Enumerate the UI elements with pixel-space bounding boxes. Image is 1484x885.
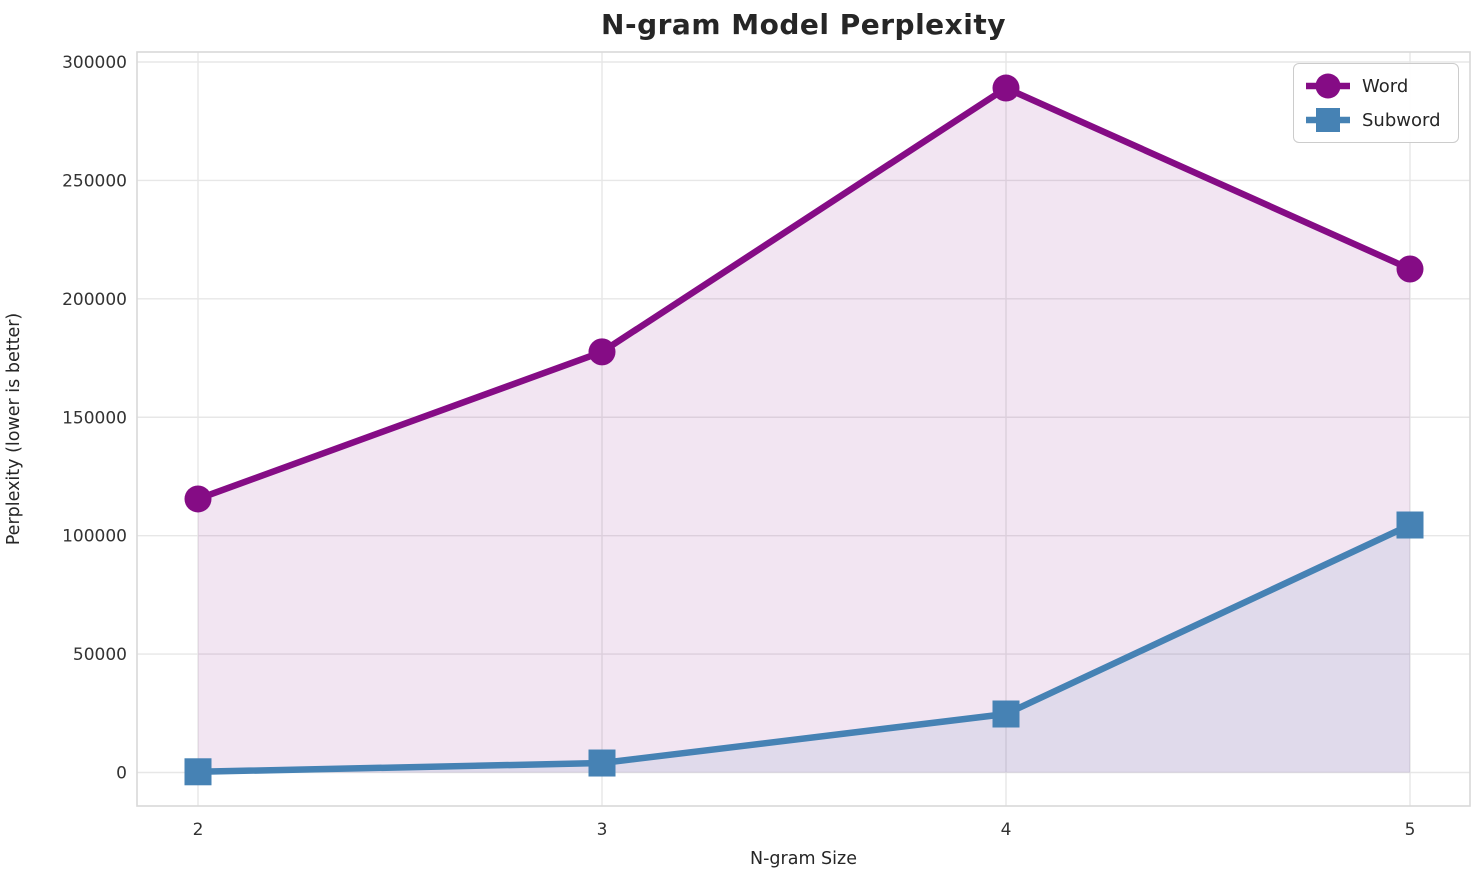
x-axis-label: N-gram Size	[750, 849, 857, 869]
word-marker	[588, 338, 616, 366]
legend-label-subword: Subword	[1362, 109, 1441, 131]
subword-marker	[992, 700, 1020, 728]
x-tick-label: 2	[193, 820, 204, 840]
subword-area-fill	[198, 525, 1410, 773]
chart-title: N-gram Model Perplexity	[601, 8, 1006, 41]
y-tick-label: 300000	[62, 53, 127, 73]
word-line	[196, 84, 1412, 503]
word-marker	[184, 485, 212, 513]
y-tick-label: 250000	[62, 171, 127, 191]
y-tick-label: 50000	[73, 645, 127, 665]
subword-marker	[184, 758, 212, 786]
x-tick-label: 5	[1405, 820, 1416, 840]
subword-line-marker-icon	[1306, 108, 1350, 132]
legend: Word Subword	[1293, 63, 1459, 143]
word-marker	[992, 74, 1020, 102]
word-area-fill	[198, 88, 1410, 773]
plot-background	[137, 52, 1470, 806]
subword-line	[197, 522, 1412, 776]
subword-marker	[1396, 511, 1424, 539]
x-tick-label: 4	[1001, 820, 1012, 840]
word-marker	[1396, 255, 1424, 283]
subword-marker	[588, 749, 616, 777]
y-tick-label: 100000	[62, 527, 127, 547]
legend-item-word: Word	[1304, 71, 1448, 101]
y-tick-label: 150000	[62, 408, 127, 428]
x-tick-label: 3	[597, 820, 608, 840]
legend-label-word: Word	[1362, 75, 1409, 97]
word-line-marker-icon	[1306, 73, 1350, 99]
y-tick-label: 200000	[62, 290, 127, 310]
y-tick-label: 0	[116, 764, 127, 784]
axes-spines	[136, 51, 1471, 807]
legend-item-subword: Subword	[1304, 105, 1448, 135]
y-axis-label: Perplexity (lower is better)	[4, 312, 24, 546]
